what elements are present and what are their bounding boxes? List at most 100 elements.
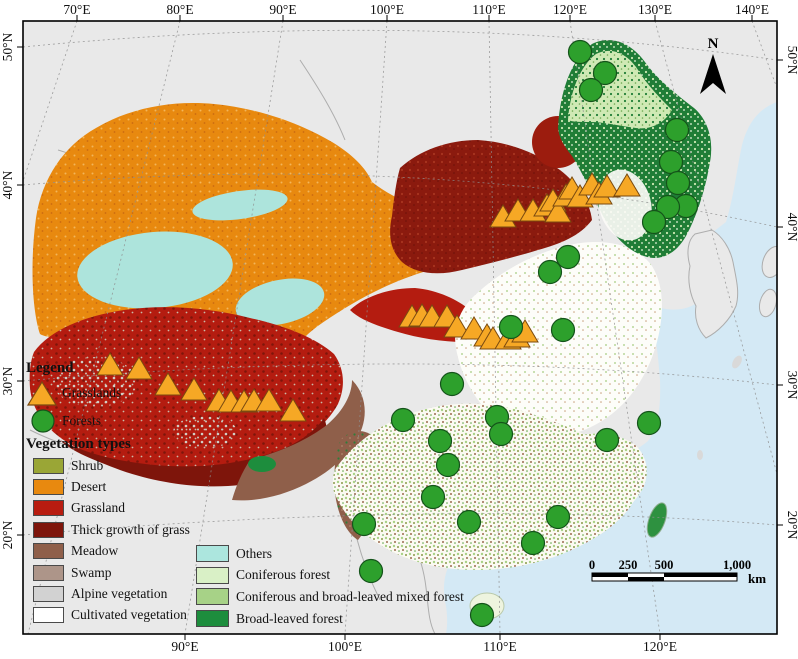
legend-item-shrub[interactable]: Shrub	[33, 455, 236, 476]
legend-item-swamp[interactable]: Swamp	[33, 562, 236, 583]
forest-site-marker[interactable]	[545, 504, 571, 530]
legend-item-coniferous-and-broad-leaved-mixed-forest-swatch	[196, 588, 229, 606]
legend-item-thick-growth-of-grass-label: Thick growth of grass	[71, 521, 190, 537]
forest-site-marker[interactable]	[427, 428, 453, 454]
legend-item-swamp-swatch	[33, 564, 64, 581]
grassland-site-marker[interactable]	[279, 398, 307, 422]
legend-item-thick-growth-of-grass-swatch	[33, 521, 64, 538]
grassland-site-marker[interactable]	[443, 314, 471, 338]
grassland-site-marker[interactable]	[613, 173, 641, 197]
legend-item-coniferous-forest-swatch	[196, 566, 229, 584]
forest-site-marker[interactable]	[592, 60, 618, 86]
axis-tick-label: 120°E	[553, 2, 587, 17]
forest-site-marker[interactable]	[555, 244, 581, 270]
forest-site-marker[interactable]	[390, 407, 416, 433]
scale-bar-tick: 0	[589, 558, 595, 572]
legend-item-coniferous-forest[interactable]: Coniferous forest	[196, 565, 526, 587]
legend-item-grassland-swatch	[33, 500, 64, 517]
forest-site-marker[interactable]	[658, 149, 684, 175]
korea-peninsula	[687, 229, 739, 339]
legend-item-broad-leaved-forest-label: Broad-leaved forest	[236, 610, 343, 626]
forest-site-marker[interactable]	[358, 558, 384, 584]
forest-site-markers[interactable]	[351, 39, 699, 628]
forest-site-marker[interactable]	[550, 317, 576, 343]
forests-label: Forests	[62, 413, 102, 428]
legend-item-meadow[interactable]: Meadow	[33, 541, 236, 562]
region-se-coast-mosaic	[550, 433, 647, 528]
axis-tick-label: 50°N	[785, 46, 798, 75]
legend-item-others[interactable]: Others	[196, 543, 526, 565]
forest-site-marker[interactable]	[520, 530, 546, 556]
region-junggar-basin	[192, 189, 288, 221]
grassland-site-markers[interactable]	[96, 172, 641, 422]
legend-item-desert[interactable]: Desert	[33, 476, 236, 497]
forest-site-marker[interactable]	[537, 259, 563, 285]
legend-item-alpine-vegetation-label: Alpine vegetation	[71, 586, 168, 602]
legend-item-broad-leaved-forest-swatch	[196, 610, 229, 628]
forest-site-marker[interactable]	[594, 427, 620, 453]
grassland-site-marker[interactable]	[460, 316, 488, 340]
forest-site-marker[interactable]	[641, 209, 667, 235]
forest-site-marker[interactable]	[498, 314, 524, 340]
region-tarim-basin	[77, 231, 233, 309]
region-thick-grass-band	[390, 140, 592, 274]
legend-item-cultivated-vegetation[interactable]: Cultivated vegetation	[33, 605, 236, 626]
forest-site-marker[interactable]	[567, 39, 593, 65]
forest-site-marker[interactable]	[665, 170, 691, 196]
forest-site-marker[interactable]	[435, 452, 461, 478]
forest-site-marker[interactable]	[351, 511, 377, 537]
north-arrow-icon	[700, 54, 726, 94]
forest-site-marker[interactable]	[578, 77, 604, 103]
legend-item-grassland[interactable]: Grassland	[33, 498, 236, 519]
scale-bar-tick: 500	[655, 558, 674, 572]
grassland-site-marker[interactable]	[96, 352, 124, 376]
grassland-site-marker[interactable]	[255, 388, 283, 412]
axis-tick-label: 90°E	[171, 639, 198, 654]
legend-title: Legend	[26, 360, 74, 376]
north-arrow-label: N	[708, 36, 719, 52]
forest-site-marker[interactable]	[488, 421, 514, 447]
axis-tick-label: 140°E	[735, 2, 769, 17]
legend-item-grasslands[interactable]: Grasslands	[26, 379, 236, 407]
forest-site-marker[interactable]	[655, 194, 681, 220]
forest-site-marker[interactable]	[636, 410, 662, 436]
forest-site-marker[interactable]	[469, 602, 495, 628]
island-dot-2	[697, 450, 703, 460]
legend-item-alpine-vegetation[interactable]: Alpine vegetation	[33, 583, 236, 604]
legend-item-cultivated-vegetation-label: Cultivated vegetation	[71, 607, 187, 623]
japan-island-1	[761, 246, 777, 278]
axis-tick-label: 110°E	[483, 639, 516, 654]
legend-item-alpine-vegetation-swatch	[33, 586, 64, 603]
forest-site-marker[interactable]	[420, 484, 446, 510]
scale-bar-tick: 1,000	[723, 558, 751, 572]
axis-tick-label: 110°E	[472, 2, 505, 17]
forest-site-marker[interactable]	[664, 117, 690, 143]
axis-tick-label: 100°E	[328, 639, 362, 654]
legend-item-grassland-label: Grassland	[71, 500, 125, 516]
forest-site-marker[interactable]	[456, 509, 482, 535]
region-grassland-tibet	[29, 307, 343, 471]
grassland-site-marker[interactable]	[154, 372, 182, 396]
axis-tick-label: 50°N	[0, 32, 15, 61]
legend-item-forests[interactable]: Forests	[26, 408, 236, 434]
forest-site-marker[interactable]	[439, 371, 465, 397]
region-yunnan-forest	[248, 456, 276, 472]
forest-legend-panel: Others Coniferous forest Coniferous and br…	[196, 543, 526, 629]
legend-item-meadow-label: Meadow	[71, 543, 119, 559]
grassland-site-marker[interactable]	[566, 184, 594, 208]
grassland-site-marker[interactable]	[180, 377, 208, 401]
legend-item-thick-growth-of-grass[interactable]: Thick growth of grass	[33, 519, 236, 540]
legend-item-others-swatch	[196, 545, 229, 563]
region-alpine-speckle-mid	[173, 416, 237, 448]
japan-island-2	[758, 288, 777, 318]
grassland-site-marker[interactable]	[544, 199, 572, 223]
legend-panel: Legend Grasslands Forests Vegetation typ…	[26, 360, 236, 626]
legend-item-coniferous-and-broad-leaved-mixed-forest[interactable]: Coniferous and broad-leaved mixed forest	[196, 586, 526, 608]
axis-tick-label: 70°E	[63, 2, 90, 17]
grassland-site-marker[interactable]	[125, 356, 153, 380]
legend-item-broad-leaved-forest[interactable]: Broad-leaved forest	[196, 608, 526, 630]
grassland-site-marker[interactable]	[593, 174, 621, 198]
legend-item-desert-label: Desert	[71, 479, 107, 495]
